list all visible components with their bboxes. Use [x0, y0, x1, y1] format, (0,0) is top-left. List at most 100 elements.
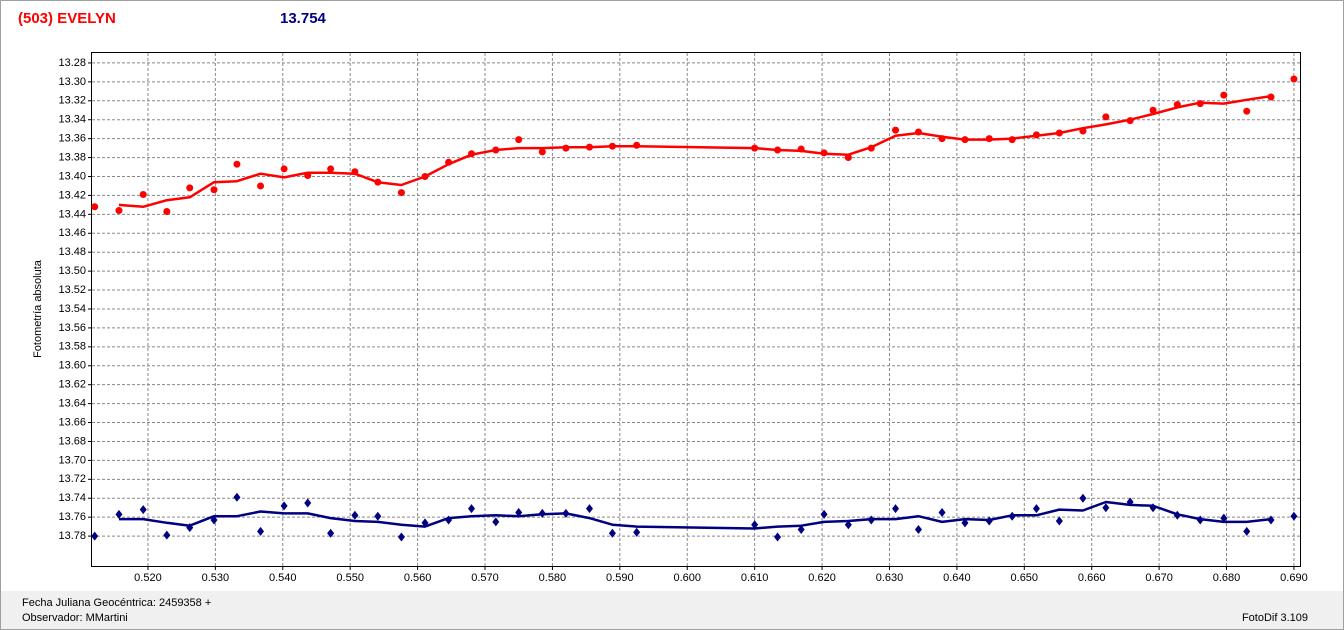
y-tick-label: 13.74 — [58, 492, 86, 504]
x-tick-label: 0.680 — [1213, 572, 1241, 584]
data-point — [1055, 516, 1063, 526]
x-tick-label: 0.620 — [808, 572, 836, 584]
x-tick-label: 0.610 — [741, 572, 769, 584]
data-point — [774, 532, 782, 542]
y-tick-label: 13.28 — [58, 57, 86, 69]
y-tick-label: 13.52 — [58, 284, 86, 296]
y-tick-label: 13.58 — [58, 341, 86, 353]
x-tick-label: 0.690 — [1280, 572, 1308, 584]
data-point — [115, 207, 123, 215]
data-point — [327, 165, 335, 173]
y-tick-label: 13.36 — [58, 133, 86, 145]
plot-frame — [91, 52, 1301, 567]
trend-line — [118, 94, 1272, 209]
data-point — [139, 190, 147, 198]
y-tick-label: 13.46 — [58, 227, 86, 239]
y-tick-label: 13.56 — [58, 322, 86, 334]
y-tick-label: 13.70 — [58, 454, 86, 466]
data-point — [1243, 107, 1251, 115]
plot-layer: 13.28 13.30 13.32 13.34 13.36 13.38 13.40 13.42… — [58, 53, 1308, 584]
x-tick-label: 0.540 — [269, 572, 297, 584]
x-tick-label: 0.600 — [673, 572, 701, 584]
y-tick-label: 13.38 — [58, 151, 86, 163]
footer-date: Fecha Juliana Geocéntrica: 2459358 + — [22, 597, 211, 609]
data-point — [1243, 526, 1251, 536]
data-point — [914, 524, 922, 534]
data-point — [280, 165, 288, 173]
y-tick-label: 13.62 — [58, 379, 86, 391]
data-point — [397, 189, 405, 197]
data-point — [163, 530, 171, 540]
data-point — [892, 126, 900, 134]
data-point — [797, 524, 805, 534]
data-point — [938, 507, 946, 517]
data-point — [1032, 504, 1040, 514]
data-point — [374, 511, 382, 521]
footer-software: FotoDif 3.109 — [1242, 612, 1308, 624]
data-point — [844, 520, 852, 530]
footer-observer: Observador: MMartini — [22, 612, 128, 624]
data-point — [397, 532, 405, 542]
data-point — [468, 504, 476, 514]
data-point — [820, 509, 828, 519]
x-tick-label: 0.570 — [471, 572, 499, 584]
x-tick-label: 0.550 — [336, 572, 364, 584]
data-point — [961, 518, 969, 528]
data-point — [233, 160, 241, 168]
y-tick-label: 13.40 — [58, 170, 86, 182]
y-tick-label: 13.68 — [58, 435, 86, 447]
y-tick-label: 13.48 — [58, 246, 86, 258]
x-tick-label: 0.660 — [1078, 572, 1106, 584]
y-tick-label: 13.34 — [58, 114, 86, 126]
trend-line — [119, 500, 1272, 530]
data-point — [280, 501, 288, 511]
y-tick-label: 13.42 — [58, 189, 86, 201]
y-tick-label: 13.72 — [58, 473, 86, 485]
data-point — [257, 182, 265, 190]
y-tick-label: 13.44 — [58, 208, 86, 220]
y-tick-label: 13.78 — [58, 530, 86, 542]
y-tick-label: 13.50 — [58, 265, 86, 277]
y-tick-label: 13.32 — [58, 95, 86, 107]
data-point — [327, 528, 335, 538]
data-point — [1102, 503, 1110, 513]
y-tick-label: 13.60 — [58, 360, 86, 372]
x-tick-label: 0.590 — [606, 572, 634, 584]
data-point — [515, 136, 523, 144]
chart-title: (503) EVELYN — [18, 10, 116, 27]
x-tick-label: 0.670 — [1145, 572, 1173, 584]
data-point — [139, 505, 147, 515]
y-tick-label: 13.66 — [58, 416, 86, 428]
data-point — [1102, 113, 1110, 121]
data-point — [91, 531, 99, 541]
data-point — [115, 509, 123, 519]
x-tick-label: 0.530 — [202, 572, 230, 584]
data-point — [1290, 75, 1298, 83]
data-point — [1149, 106, 1157, 114]
y-tick-label: 13.64 — [58, 398, 86, 410]
data-point — [186, 184, 194, 192]
data-point — [492, 517, 500, 527]
y-tick-label: 13.76 — [58, 511, 86, 523]
x-tick-label: 0.640 — [943, 572, 971, 584]
data-point — [163, 208, 171, 216]
y-tick-label: 13.54 — [58, 303, 86, 315]
y-axis-label: Fotometría absoluta — [32, 259, 44, 358]
y-tick-label: 13.30 — [58, 76, 86, 88]
data-point — [257, 526, 265, 536]
data-point — [1220, 513, 1228, 523]
data-point — [233, 492, 241, 502]
footer-panel — [1, 591, 1343, 629]
chart-subtitle: 13.754 — [280, 10, 327, 27]
data-point — [892, 504, 900, 514]
data-point — [751, 520, 759, 530]
x-tick-label: 0.520 — [134, 572, 162, 584]
data-point — [633, 527, 641, 537]
data-point — [351, 510, 359, 520]
x-tick-label: 0.650 — [1011, 572, 1039, 584]
data-point — [1290, 511, 1298, 521]
data-point — [210, 186, 218, 194]
x-tick-label: 0.560 — [404, 572, 432, 584]
data-point — [304, 498, 312, 508]
